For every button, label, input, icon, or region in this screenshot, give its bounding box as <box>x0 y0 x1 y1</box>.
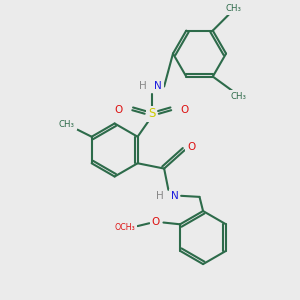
Text: H: H <box>139 82 147 92</box>
Text: O: O <box>181 105 189 115</box>
Text: N: N <box>171 191 178 201</box>
Text: O: O <box>187 142 195 152</box>
Text: OCH₃: OCH₃ <box>115 223 136 232</box>
Text: H: H <box>156 191 164 201</box>
Text: CH₃: CH₃ <box>59 120 75 129</box>
Text: O: O <box>115 105 123 115</box>
Text: S: S <box>148 107 155 120</box>
Text: N: N <box>154 82 162 92</box>
Text: CH₃: CH₃ <box>230 92 246 100</box>
Text: CH₃: CH₃ <box>225 4 241 13</box>
Text: O: O <box>151 217 159 227</box>
